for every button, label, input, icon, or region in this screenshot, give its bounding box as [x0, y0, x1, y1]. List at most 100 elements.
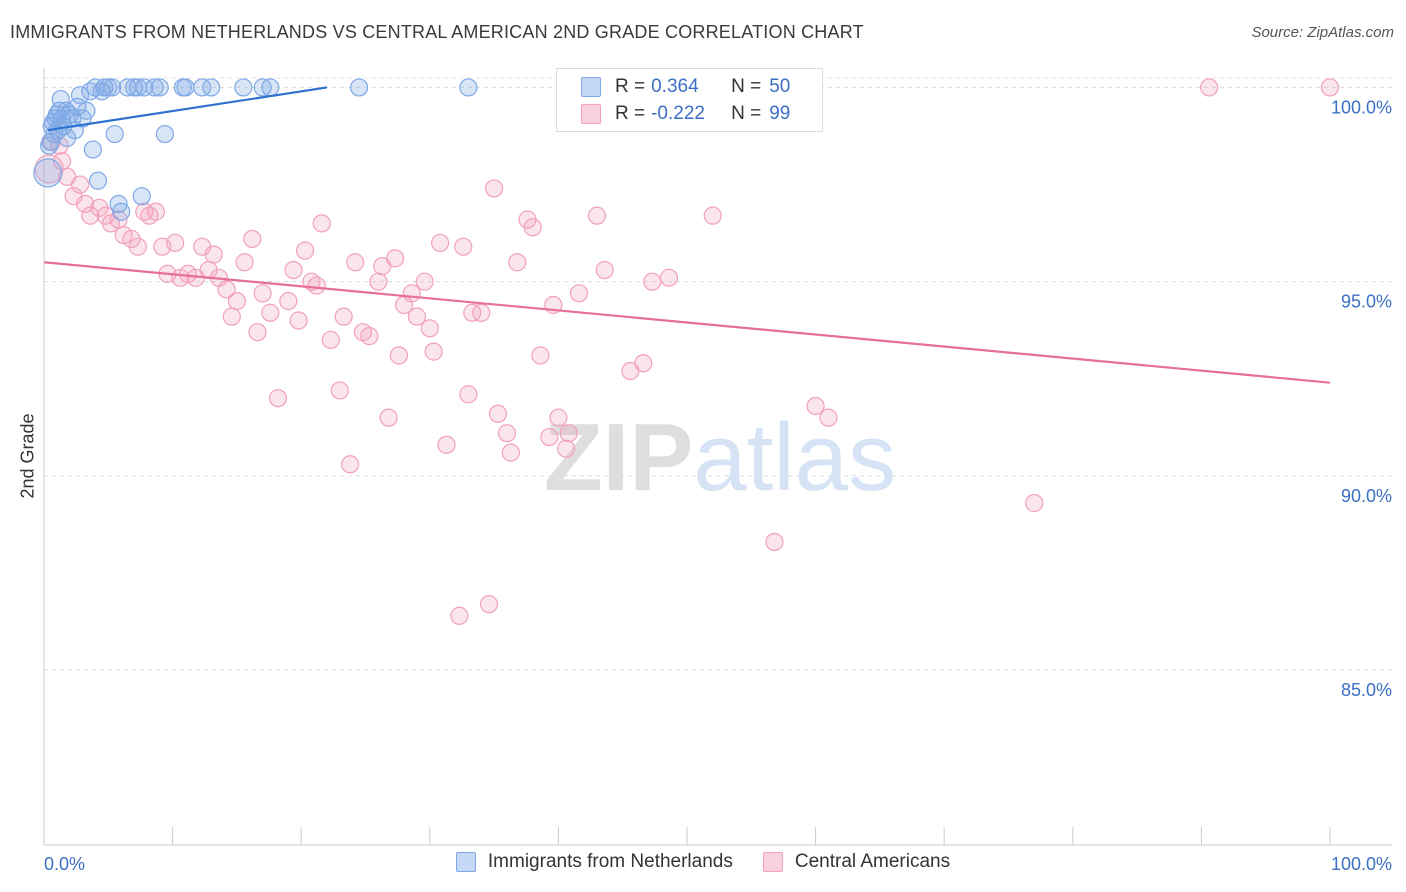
series-legend-item-central-americans[interactable]: Central Americans — [762, 851, 951, 873]
point-netherlands — [234, 78, 253, 97]
point-netherlands — [58, 128, 77, 148]
point-netherlands — [253, 78, 272, 97]
point-central-americans — [312, 214, 331, 233]
chart-title: IMMIGRANTS FROM NETHERLANDS VS CENTRAL A… — [10, 22, 864, 42]
points-layer — [33, 78, 1340, 625]
point-central-americans — [540, 427, 559, 447]
point-central-americans — [531, 346, 550, 365]
legend-r-value: 0.364 — [651, 76, 699, 97]
point-central-americans — [369, 272, 388, 291]
point-netherlands — [459, 78, 478, 97]
point-central-americans — [50, 136, 69, 155]
point-netherlands — [51, 89, 70, 109]
point-netherlands — [145, 78, 164, 97]
point-central-americans — [76, 194, 95, 214]
watermark-atlas: atlas — [693, 404, 896, 511]
point-central-americans — [70, 175, 90, 194]
point-central-americans — [508, 253, 527, 272]
point-netherlands — [83, 140, 102, 159]
watermark: ZIPatlas — [544, 404, 896, 511]
point-netherlands — [176, 78, 195, 97]
series-legend-item-netherlands[interactable]: Immigrants from Netherlands — [455, 851, 733, 873]
axis-layer — [43, 68, 1392, 846]
y-tick-label: 85.0% — [1341, 680, 1392, 700]
point-central-americans — [595, 260, 614, 280]
y-tick-label: 100.0% — [1331, 97, 1392, 117]
point-central-americans — [587, 206, 607, 225]
point-netherlands — [77, 101, 96, 120]
legend-n-value: 50 — [769, 76, 791, 97]
point-central-americans — [497, 424, 517, 443]
legend-r-label: R = — [615, 76, 646, 97]
point-central-americans — [128, 237, 147, 256]
point-netherlands — [349, 78, 369, 97]
point-central-americans — [569, 284, 589, 303]
point-central-americans — [559, 424, 578, 443]
tick-label-layer: 100.0% 95.0% 90.0% 85.0% 0.0% 100.0% — [44, 97, 1392, 874]
point-netherlands — [135, 78, 154, 97]
point-central-americans — [330, 381, 349, 400]
y-tick-label: 90.0% — [1341, 486, 1392, 506]
x-tick-label: 100.0% — [1331, 854, 1392, 874]
point-netherlands — [68, 97, 87, 116]
point-netherlands — [124, 78, 144, 97]
point-central-americans — [634, 354, 653, 373]
point-central-americans — [360, 326, 379, 346]
point-netherlands — [112, 202, 131, 221]
point-netherlands — [155, 124, 174, 144]
point-central-americans — [1320, 78, 1340, 97]
point-central-americans — [217, 280, 236, 299]
point-central-americans — [437, 435, 456, 454]
point-central-americans — [549, 408, 568, 427]
y-tick-label: 95.0% — [1341, 292, 1392, 312]
point-netherlands — [103, 78, 122, 97]
point-central-americans — [346, 253, 365, 272]
point-central-americans — [485, 179, 504, 198]
point-central-americans — [703, 206, 722, 225]
series-label-netherlands: Immigrants from Netherlands — [487, 851, 733, 872]
point-netherlands — [202, 78, 221, 97]
point-netherlands — [261, 78, 280, 97]
legend-r-value: -0.222 — [651, 103, 705, 124]
point-central-americans — [243, 229, 262, 249]
point-netherlands — [150, 78, 169, 97]
legend-r-label: R = — [615, 103, 646, 124]
legend-swatch-netherlands — [581, 77, 601, 97]
point-central-americans — [204, 245, 223, 264]
point-netherlands — [99, 78, 118, 97]
legend-n-label: N = — [731, 76, 762, 97]
point-central-americans — [222, 307, 241, 326]
point-central-americans — [379, 408, 398, 427]
point-central-americans — [430, 233, 450, 252]
point-central-americans — [279, 292, 298, 311]
source-label: Source: ZipAtlas.com — [1251, 24, 1394, 41]
grid-layer — [44, 77, 1392, 671]
point-central-americans — [321, 330, 340, 350]
point-central-americans — [806, 396, 825, 416]
point-central-americans — [479, 595, 499, 614]
legend-n-label: N = — [731, 103, 762, 124]
series-label-central-americans: Central Americans — [794, 851, 951, 872]
point-central-americans — [284, 260, 303, 280]
trendline-central-americans — [43, 261, 1331, 384]
point-netherlands — [132, 187, 151, 206]
series-swatch-central-americans — [762, 852, 783, 872]
stats-legend: R = 0.364 N = 50 R = -0.222 N = 99 — [556, 68, 823, 132]
point-central-americans — [389, 346, 409, 365]
point-central-americans — [819, 408, 838, 427]
point-central-americans — [454, 237, 473, 256]
point-central-americans — [415, 272, 434, 291]
point-central-americans — [659, 268, 679, 287]
point-central-americans — [459, 385, 478, 404]
point-central-americans — [1200, 78, 1219, 97]
point-central-americans — [307, 276, 326, 295]
trend-layer — [43, 86, 1331, 384]
trendline-netherlands — [47, 86, 328, 132]
legend-n-value: 99 — [769, 103, 791, 124]
point-central-americans — [385, 249, 405, 268]
point-central-americans — [488, 404, 508, 423]
point-central-americans — [523, 218, 542, 237]
point-central-americans — [268, 389, 288, 408]
point-central-americans — [450, 606, 469, 625]
